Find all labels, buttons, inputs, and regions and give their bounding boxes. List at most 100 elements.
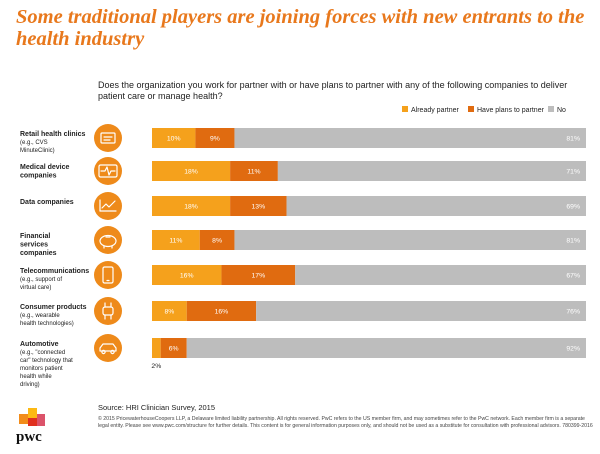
data-label-already-partner: 2% xyxy=(151,363,161,370)
category-sublabel: (e.g., "connected xyxy=(20,350,65,356)
phone-body xyxy=(102,266,114,284)
bar-already-partner xyxy=(152,128,196,148)
icon-circle xyxy=(94,334,122,362)
data-label-already-partner: 18% xyxy=(184,169,198,176)
category-label: Consumer products xyxy=(20,304,87,311)
smartphone-icon xyxy=(102,266,114,284)
category-sublabel: car" technology that xyxy=(20,358,73,364)
bar-no xyxy=(186,338,586,358)
stacked-bar-chart: Already partner Have plans to partner No R… xyxy=(20,106,586,388)
bar-have-plans-to-partner xyxy=(230,161,278,181)
category-sublabel: (e.g., support of xyxy=(20,277,62,283)
bar-no xyxy=(234,230,586,250)
id-card-shape xyxy=(100,132,116,144)
data-label-have-plans-to-partner: 8% xyxy=(212,238,222,245)
line-chart-icon xyxy=(99,199,117,212)
bar-already-partner xyxy=(152,265,222,285)
category-sublabel: virtual care) xyxy=(20,285,51,291)
row-data-companies: Data companies 18% 13% 69% xyxy=(20,192,586,220)
category-sublabel: (e.g., wearable xyxy=(20,313,60,319)
row-retail-health-clinics: Retail health clinics (e.g., CVS MinuteCli… xyxy=(20,124,586,154)
icon-circle xyxy=(94,297,122,325)
category-label: companies xyxy=(20,173,57,180)
icon-circle xyxy=(94,124,122,152)
category-sublabel: driving) xyxy=(20,382,40,388)
data-label-no: 71% xyxy=(566,169,580,176)
data-label-no: 76% xyxy=(566,309,580,316)
data-label-have-plans-to-partner: 9% xyxy=(210,136,220,143)
category-sublabel: monitors patient xyxy=(20,366,63,372)
bar-no xyxy=(286,196,586,216)
data-label-no: 81% xyxy=(566,238,580,245)
icon-circle xyxy=(94,261,122,289)
data-label-have-plans-to-partner: 17% xyxy=(252,273,266,280)
bar-have-plans-to-partner xyxy=(160,338,187,358)
monitor-frame xyxy=(98,164,118,178)
car-wheel xyxy=(101,349,106,355)
piggy-bank-icon xyxy=(99,234,117,249)
bar-have-plans-to-partner xyxy=(195,128,235,148)
data-label-no: 81% xyxy=(566,136,580,143)
data-label-have-plans-to-partner: 16% xyxy=(215,309,229,316)
pwc-logo-text: pwc xyxy=(16,429,42,445)
bar-no xyxy=(277,161,586,181)
legend-swatch-already-partner xyxy=(402,106,408,112)
legend-swatch-no xyxy=(548,106,554,112)
bar-already-partner xyxy=(152,301,187,321)
wearable-icon xyxy=(102,302,114,320)
category-label: Medical device xyxy=(20,164,70,171)
category-label: Telecommunications xyxy=(20,268,89,275)
category-sublabel: health technologies) xyxy=(20,321,74,327)
row-medical-device-companies: Medical device companies 18% 11% 71% xyxy=(20,157,586,185)
bar-have-plans-to-partner xyxy=(221,265,296,285)
bar-no xyxy=(256,301,586,321)
pulse-line xyxy=(100,166,116,176)
legend: Already partner Have plans to partner No xyxy=(402,106,566,114)
data-label-already-partner: 10% xyxy=(167,136,181,143)
bar-no xyxy=(295,265,586,285)
legend-label-have-plans-to-partner: Have plans to partner xyxy=(477,107,545,114)
bar-no xyxy=(234,128,586,148)
category-label: Automotive xyxy=(20,341,59,348)
data-label-no: 69% xyxy=(566,204,580,211)
category-label: companies xyxy=(20,250,57,257)
heart-monitor-icon xyxy=(98,164,118,178)
data-label-no: 92% xyxy=(566,346,580,353)
chart-rows: Retail health clinics (e.g., CVS MinuteCli… xyxy=(20,124,586,388)
piggy-body xyxy=(99,234,117,248)
category-label: Financial xyxy=(20,233,50,240)
legend-label-no: No xyxy=(557,107,566,114)
bar-already-partner xyxy=(152,338,161,358)
data-label-have-plans-to-partner: 6% xyxy=(169,346,179,353)
row-consumer-products: Consumer products (e.g., wearable health t… xyxy=(20,297,586,327)
survey-question: Does the organization you work for partn… xyxy=(98,80,568,101)
data-label-already-partner: 18% xyxy=(184,204,198,211)
data-label-already-partner: 8% xyxy=(164,309,174,316)
icon-circle xyxy=(94,226,122,254)
pwc-logo: pwc xyxy=(16,408,45,445)
category-sublabel: health while xyxy=(20,374,52,380)
row-telecommunications: Telecommunications (e.g., support of virtu… xyxy=(20,261,586,291)
bar-have-plans-to-partner xyxy=(230,196,287,216)
data-label-already-partner: 16% xyxy=(180,273,194,280)
data-label-have-plans-to-partner: 13% xyxy=(252,204,266,211)
car-icon xyxy=(99,343,117,355)
data-label-have-plans-to-partner: 11% xyxy=(247,169,260,176)
watch-face xyxy=(102,306,114,316)
source-note: Source: HRI Clinician Survey, 2015 xyxy=(98,403,215,412)
category-label: Retail health clinics xyxy=(20,131,85,138)
data-label-already-partner: 11% xyxy=(169,238,182,245)
headline: Some traditional players are joining for… xyxy=(16,6,585,50)
id-card-icon xyxy=(100,132,116,144)
category-sublabel: MinuteClinic) xyxy=(20,148,55,154)
bar-already-partner xyxy=(152,161,231,181)
bar-already-partner xyxy=(152,230,200,250)
category-sublabel: (e.g., CVS xyxy=(20,140,48,146)
category-label: Data companies xyxy=(20,199,74,206)
bar-already-partner xyxy=(152,196,231,216)
bar-have-plans-to-partner xyxy=(186,301,257,321)
row-automotive: Automotive (e.g., "connected car" technolo… xyxy=(20,334,586,388)
car-wheel xyxy=(110,349,115,355)
trend-line xyxy=(101,200,116,209)
